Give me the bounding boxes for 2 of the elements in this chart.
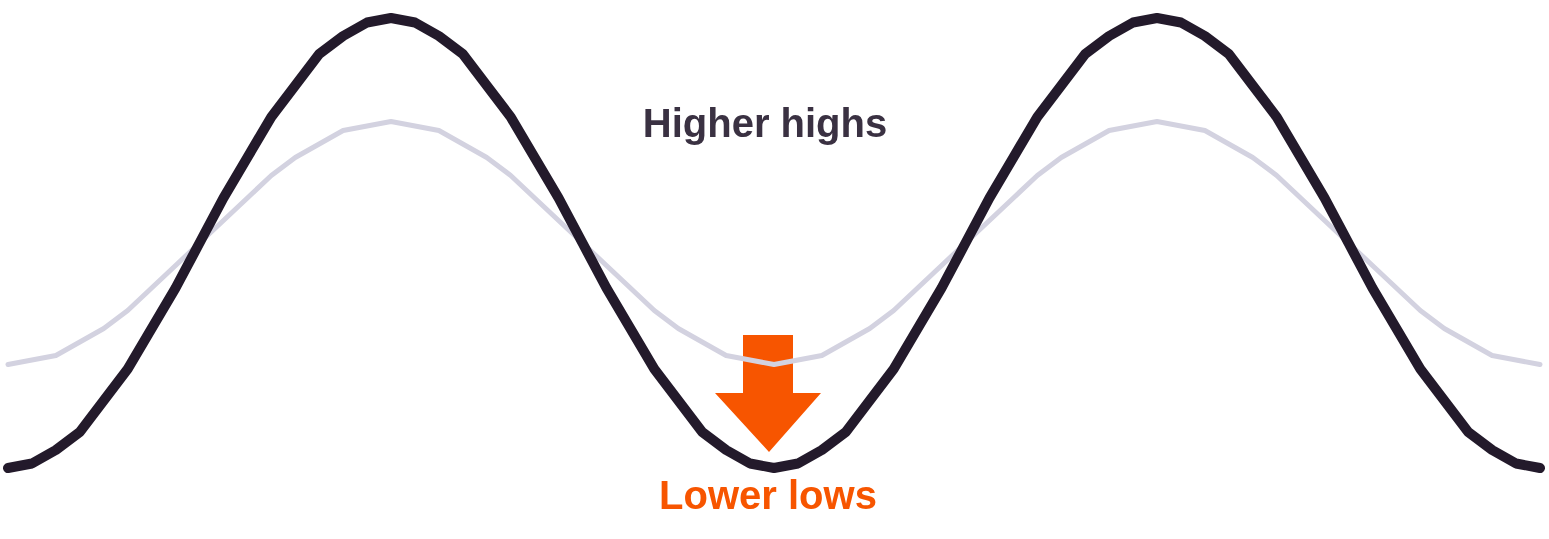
text: Lower lows	[659, 473, 877, 517]
annotation: Higher highs	[642, 101, 888, 145]
